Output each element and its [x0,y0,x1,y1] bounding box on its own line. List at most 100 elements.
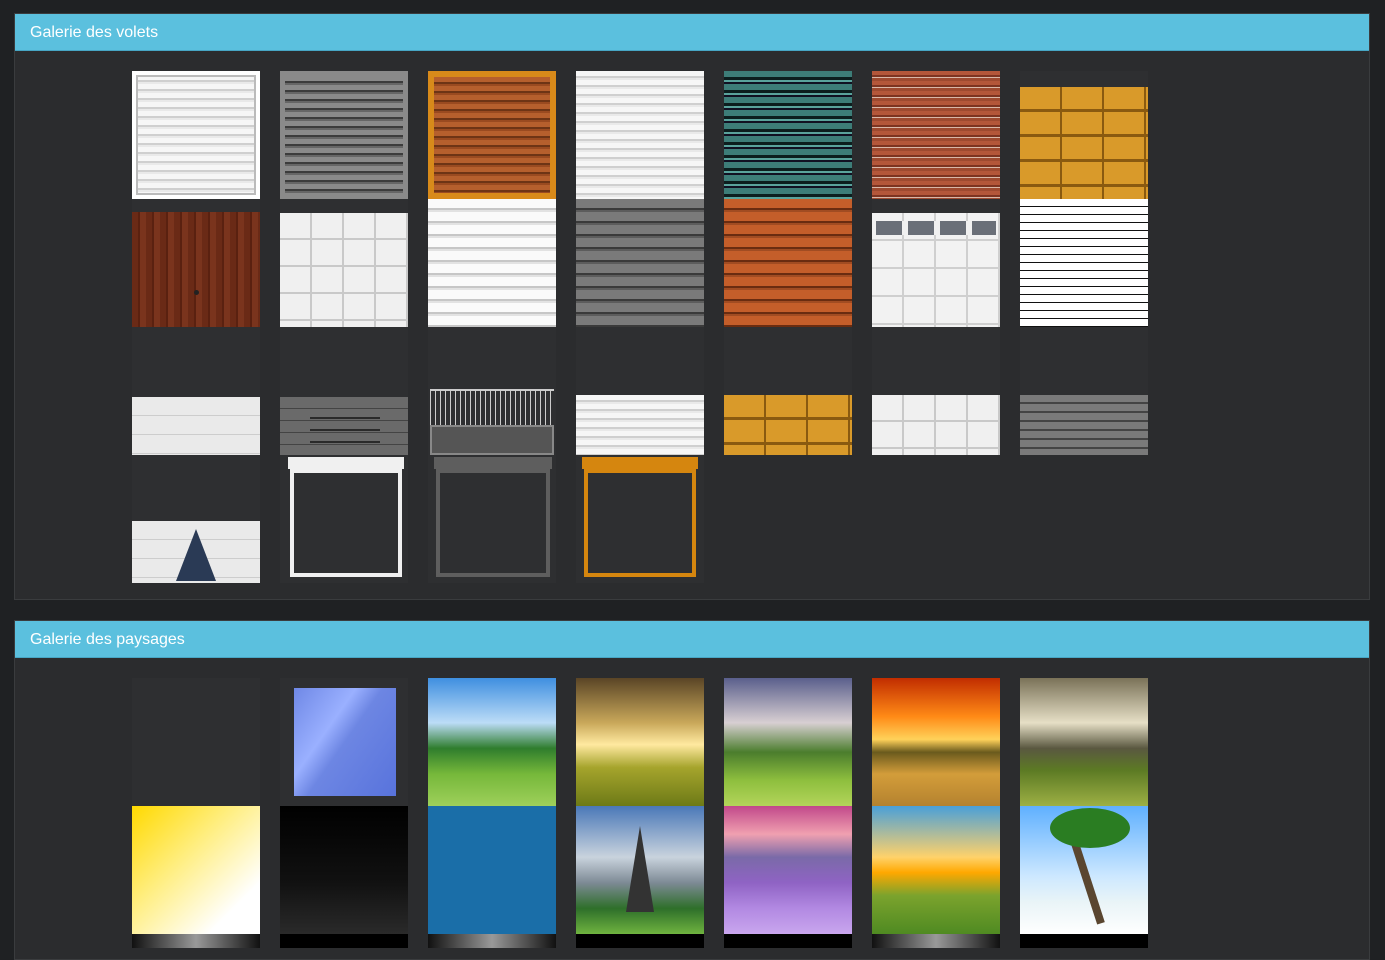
garage-door-wood[interactable] [132,199,260,327]
shutter-gray-ribs[interactable] [1020,327,1148,455]
gate-base [430,425,554,455]
shutter-rust-planks-image [872,71,1000,199]
shutter-white-slats[interactable] [576,71,704,199]
frame-orange-top [582,457,698,469]
shutter-white-slats-image [576,71,704,199]
door-knob-icon [194,290,199,295]
landscape-orange-sky-image [872,678,1000,806]
frame-white-border [290,469,402,577]
landscape-golden-sunset[interactable] [576,678,704,806]
landscape-eiffel-tower[interactable] [576,806,704,934]
garage-window-strip [876,221,996,235]
frame-white[interactable] [280,455,408,583]
black-strip-3[interactable] [724,934,852,948]
frame-gray-top [434,457,552,469]
landscape-empty[interactable] [132,678,260,806]
panel-title: Galerie des volets [15,14,1369,51]
landscape-lavender-image [724,806,852,934]
black-strip-4[interactable] [1020,934,1148,948]
landscape-blue-glass-image [294,688,396,796]
shutter-gray-framed-image [280,71,408,199]
shutter-white-compact-image [576,395,704,455]
landscape-lavender[interactable] [724,806,852,934]
shutter-white-framed-image [132,71,260,199]
shutter-wood-wide-slats-image [724,199,852,327]
landscape-orange-sky[interactable] [872,678,1000,806]
shutter-white-wide-slats-image [428,199,556,327]
landscape-sky-field-image [428,678,556,806]
landscape-sky-field[interactable] [428,678,556,806]
shutter-white-framed[interactable] [132,71,260,199]
shutter-white-lines-image [1020,199,1148,327]
landscape-sunrise-field-image [872,806,1000,934]
panel-light-triangle[interactable] [132,455,260,583]
landscapes-panel: Galerie des paysages [14,620,1370,960]
black-strip-2-image [576,934,704,948]
landscape-storm-field[interactable] [1020,678,1148,806]
shutter-gray-framed[interactable] [280,71,408,199]
shutter-gray-wide-slats-image [576,199,704,327]
reflection-strip-3-image [872,934,1000,948]
black-strip-3-image [724,934,852,948]
shutter-white-lines[interactable] [1020,199,1148,327]
black-strip-1-image [280,934,408,948]
landscape-blue-glass[interactable] [280,678,408,806]
garage-door-gold-compact-image [724,395,852,455]
reflection-strip-2-image [428,934,556,948]
landscape-sunrise-field[interactable] [872,806,1000,934]
landscape-tropical-beach[interactable] [1020,806,1148,934]
landscape-solid-blue-image [428,806,556,934]
shutter-teal-slats-image [724,71,852,199]
garage-door-white-compact[interactable] [872,327,1000,455]
shutter-white-compact[interactable] [576,327,704,455]
panel-light-gray[interactable] [132,327,260,455]
garage-door-white[interactable] [280,199,408,327]
frame-gray[interactable] [428,455,556,583]
shutter-wood-wide-slats[interactable] [724,199,852,327]
panel-light-gray-image [132,397,260,455]
landscape-yellow-gradient-image [132,806,260,934]
garage-door-windows[interactable] [872,199,1000,327]
reflection-strip-2[interactable] [428,934,556,948]
shutter-teal-slats[interactable] [724,71,852,199]
garage-door-gold[interactable] [1020,71,1148,199]
landscape-solid-blue[interactable] [428,806,556,934]
landscape-storm-field-image [1020,678,1148,806]
reflection-strip-1[interactable] [132,934,260,948]
landscape-golden-sunset-image [576,678,704,806]
shutter-gray-wide-slats[interactable] [576,199,704,327]
black-strip-2[interactable] [576,934,704,948]
frame-white-top [288,457,404,469]
landscape-black-gradient[interactable] [280,806,408,934]
frame-orange-border [584,469,696,577]
shutters-panel: Galerie des volets [14,13,1370,600]
gate-iron-fence[interactable] [428,327,556,455]
shutter-white-wide-slats[interactable] [428,199,556,327]
garage-door-gold-compact[interactable] [724,327,852,455]
black-strip-1[interactable] [280,934,408,948]
frame-gray-border [436,469,550,577]
garage-door-wood-image [132,212,260,327]
landscape-yellow-gradient[interactable] [132,806,260,934]
landscape-cloudy-meadow-image [724,678,852,806]
panel-title: Galerie des paysages [15,621,1369,658]
vent-slots [310,407,380,447]
garage-door-white-image [280,213,408,327]
shutter-wood-framed-image [428,71,556,199]
shutter-wood-framed[interactable] [428,71,556,199]
frame-orange[interactable] [576,455,704,583]
reflection-strip-3[interactable] [872,934,1000,948]
triangle-icon [176,529,216,581]
landscape-black-gradient-image [280,806,408,934]
reflection-strip-1-image [132,934,260,948]
panel-gray-vents[interactable] [280,327,408,455]
shutter-gray-ribs-image [1020,395,1148,455]
garage-door-gold-image [1020,87,1148,199]
palm-leaves-icon [1050,808,1130,848]
gate-fence-bars [430,389,554,425]
eiffel-tower-icon [626,826,654,912]
shutter-rust-planks[interactable] [872,71,1000,199]
garage-door-white-compact-image [872,395,1000,455]
black-strip-4-image [1020,934,1148,948]
landscape-cloudy-meadow[interactable] [724,678,852,806]
